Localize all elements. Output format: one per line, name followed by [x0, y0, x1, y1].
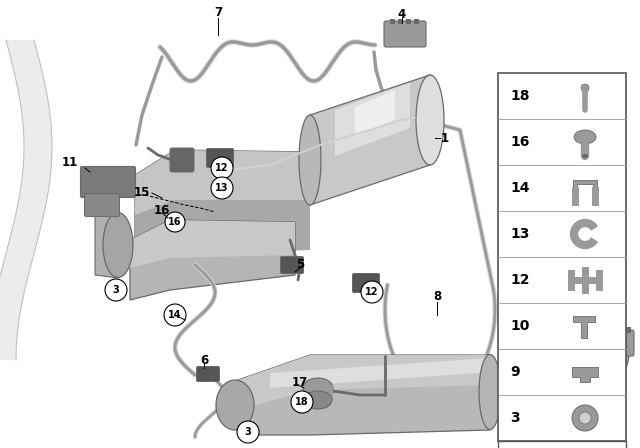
FancyBboxPatch shape	[280, 257, 303, 273]
Text: 12: 12	[215, 163, 228, 173]
Ellipse shape	[303, 378, 333, 398]
Text: 3: 3	[510, 411, 520, 425]
Text: 1: 1	[441, 132, 449, 145]
Bar	[398, 19, 403, 24]
Ellipse shape	[574, 130, 596, 144]
Bar	[610, 327, 615, 333]
Polygon shape	[490, 330, 620, 382]
Polygon shape	[573, 316, 595, 338]
Polygon shape	[95, 212, 118, 278]
Text: 4: 4	[552, 341, 559, 351]
Polygon shape	[335, 82, 410, 156]
Ellipse shape	[103, 212, 133, 277]
Text: 7: 7	[214, 7, 222, 20]
Text: 10: 10	[510, 319, 529, 333]
Polygon shape	[355, 90, 395, 137]
Text: 17: 17	[292, 375, 308, 388]
Text: 16: 16	[510, 135, 529, 149]
Bar	[626, 327, 631, 333]
Ellipse shape	[479, 354, 501, 430]
FancyBboxPatch shape	[596, 330, 634, 356]
Ellipse shape	[582, 154, 588, 158]
Circle shape	[361, 281, 383, 303]
Text: 18: 18	[295, 397, 309, 407]
Polygon shape	[572, 367, 598, 382]
Bar	[414, 19, 419, 24]
Bar	[498, 73, 626, 441]
Polygon shape	[238, 355, 490, 435]
Polygon shape	[135, 150, 310, 215]
Bar	[498, 441, 626, 448]
Bar	[406, 19, 411, 24]
FancyBboxPatch shape	[196, 366, 220, 382]
Circle shape	[211, 157, 233, 179]
FancyBboxPatch shape	[353, 273, 380, 293]
Polygon shape	[305, 385, 333, 400]
Circle shape	[291, 391, 313, 413]
Text: 3: 3	[113, 285, 120, 295]
Text: 9: 9	[510, 365, 520, 379]
Polygon shape	[135, 200, 310, 270]
Circle shape	[164, 304, 186, 326]
Circle shape	[572, 405, 598, 431]
FancyBboxPatch shape	[81, 167, 136, 198]
Text: 16: 16	[154, 203, 170, 216]
Ellipse shape	[216, 380, 254, 430]
Text: 14: 14	[510, 181, 529, 195]
Polygon shape	[490, 330, 620, 415]
Circle shape	[545, 335, 567, 357]
Polygon shape	[310, 75, 430, 205]
Bar	[602, 327, 607, 333]
Text: 18: 18	[510, 89, 529, 103]
Bar	[618, 327, 623, 333]
Ellipse shape	[416, 75, 444, 165]
Polygon shape	[573, 180, 597, 190]
Circle shape	[237, 421, 259, 443]
Circle shape	[581, 84, 589, 92]
Text: 8: 8	[433, 290, 441, 303]
Text: 5: 5	[296, 258, 304, 271]
Text: 13: 13	[510, 227, 529, 241]
Circle shape	[165, 212, 185, 232]
Bar	[390, 19, 395, 24]
Ellipse shape	[304, 391, 332, 409]
Circle shape	[105, 279, 127, 301]
FancyBboxPatch shape	[207, 148, 234, 168]
Polygon shape	[130, 220, 295, 268]
Text: 4: 4	[552, 323, 560, 336]
Text: 12: 12	[365, 287, 379, 297]
FancyBboxPatch shape	[384, 21, 426, 47]
Polygon shape	[238, 355, 490, 410]
Text: 11: 11	[61, 156, 78, 169]
Ellipse shape	[611, 334, 629, 372]
Polygon shape	[270, 358, 490, 388]
Text: 6: 6	[200, 353, 208, 366]
FancyBboxPatch shape	[84, 194, 120, 216]
FancyBboxPatch shape	[170, 148, 194, 172]
Text: 2: 2	[574, 326, 582, 339]
Text: 16: 16	[168, 217, 182, 227]
Circle shape	[211, 177, 233, 199]
Text: 14: 14	[168, 310, 182, 320]
Text: 4: 4	[398, 9, 406, 22]
Polygon shape	[135, 150, 310, 255]
Text: 3: 3	[244, 427, 252, 437]
Text: 12: 12	[510, 273, 529, 287]
Ellipse shape	[299, 115, 321, 205]
Circle shape	[579, 412, 591, 424]
Polygon shape	[130, 220, 295, 300]
Text: 13: 13	[215, 183, 228, 193]
Text: 15: 15	[134, 186, 150, 199]
